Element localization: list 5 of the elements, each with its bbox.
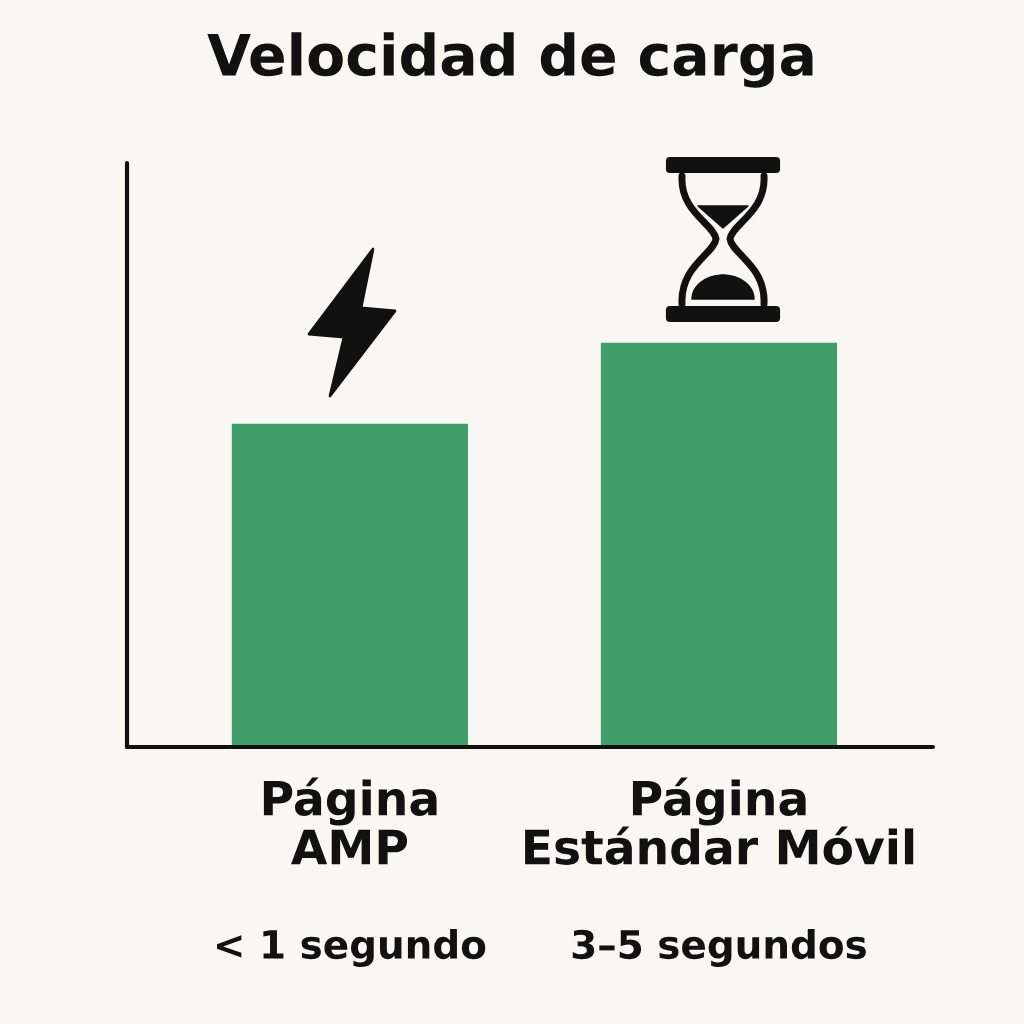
text: 3–5 segundos [572,929,866,967]
x-tick-label: Página Estándar Móvil [525,777,914,865]
chart-title: Velocidad de carga [207,32,813,88]
x-tick-label: Página AMP [263,777,437,865]
text: < 1 segundo [217,929,486,967]
